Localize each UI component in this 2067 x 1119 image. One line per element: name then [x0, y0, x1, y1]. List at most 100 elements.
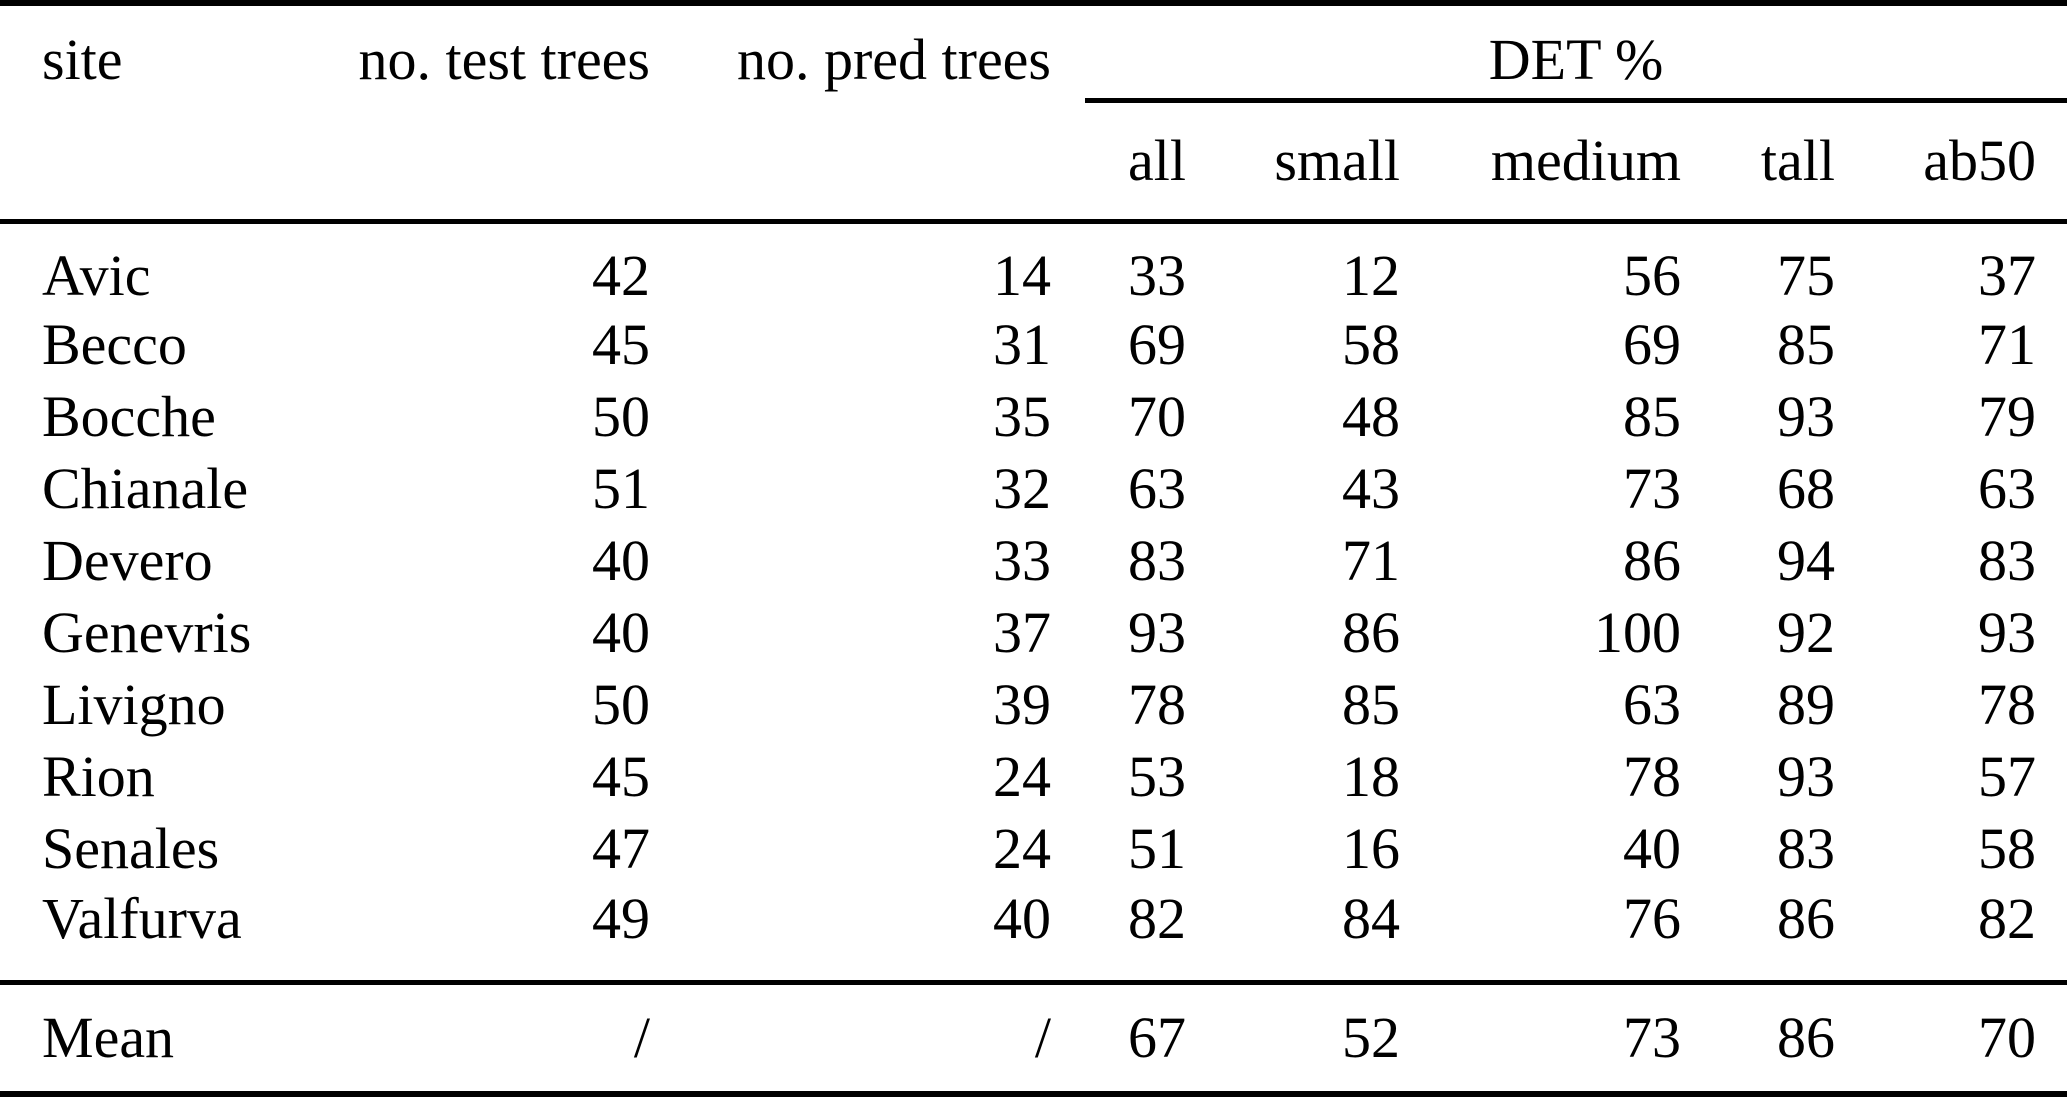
table-row: Valfurva 49 40 82 84 76 86 82 [0, 884, 2067, 985]
det-group-label: DET % [1488, 27, 1664, 92]
cell-det-tall: 75 [1777, 242, 1835, 308]
table-row: Chianale 51 32 63 43 73 68 63 [0, 453, 2067, 525]
col-header-pred-trees: no. pred trees [650, 0, 1057, 224]
cell-det-ab50: 37 [1978, 242, 2037, 308]
cell-det-small: 85 [1342, 672, 1400, 737]
table-row: Avic 42 14 33 12 56 75 37 [0, 221, 2067, 309]
cell-det-all: 51 [1128, 816, 1186, 881]
det-group-rule [1085, 98, 2067, 103]
cell-test-trees: 50 [592, 672, 650, 737]
cell-mean-test-trees: / [330, 982, 650, 1097]
cell-det-all: 70 [1128, 384, 1186, 449]
table-row: Bocche 50 35 70 48 85 93 79 [0, 381, 2067, 453]
cell-det-all: 93 [1128, 600, 1186, 665]
cell-site: Genevris [42, 600, 252, 665]
header-row-top: site no. test trees no. pred trees DET % [0, 0, 2067, 224]
cell-mean-label: Mean [0, 982, 330, 1097]
cell-pred-trees: 24 [993, 744, 1051, 809]
cell-det-all: 53 [1128, 744, 1186, 809]
cell-det-ab50: 93 [1978, 600, 2037, 665]
cell-det-tall: 89 [1777, 672, 1835, 737]
col-header-site: site [0, 0, 330, 224]
table-row: Senales 47 24 51 16 40 83 58 [0, 813, 2067, 885]
cell-mean-det-tall: 86 [1681, 982, 1835, 1097]
table-row: Genevris 40 37 93 86 100 92 93 [0, 597, 2067, 669]
cell-det-tall: 83 [1777, 816, 1835, 881]
table-body: Avic 42 14 33 12 56 75 37 Becco 45 31 69… [0, 221, 2067, 985]
cell-det-tall: 86 [1681, 884, 1835, 985]
cell-det-small: 18 [1342, 744, 1400, 809]
cell-pred-trees: 14 [993, 242, 1051, 308]
cell-det-ab50: 83 [1978, 528, 2037, 593]
cell-det-small: 48 [1342, 384, 1400, 449]
cell-det-ab50: 57 [1978, 744, 2037, 809]
col-header-all: all [1057, 103, 1186, 224]
mean-row: Mean / / 67 52 73 86 70 [0, 982, 2067, 1097]
cell-det-medium: 76 [1400, 884, 1681, 985]
table-header: site no. test trees no. pred trees DET %… [0, 0, 2067, 224]
cell-pred-trees: 24 [993, 816, 1051, 881]
cell-site: Livigno [42, 672, 226, 737]
cell-det-tall: 93 [1777, 744, 1835, 809]
cell-site: Bocche [42, 384, 216, 449]
cell-det-small: 58 [1342, 312, 1400, 377]
cell-pred-trees: 31 [993, 312, 1051, 377]
table-row: Devero 40 33 83 71 86 94 83 [0, 525, 2067, 597]
cell-det-small: 43 [1342, 456, 1400, 521]
cell-det-tall: 92 [1777, 600, 1835, 665]
cell-det-ab50: 71 [1978, 312, 2037, 377]
cell-site: Becco [42, 312, 187, 377]
cell-site: Senales [42, 816, 220, 881]
cell-det-all: 69 [1128, 312, 1186, 377]
cell-det-tall: 85 [1777, 312, 1835, 377]
cell-det-small: 86 [1342, 600, 1400, 665]
cell-test-trees: 45 [592, 744, 650, 809]
table-row: Livigno 50 39 78 85 63 89 78 [0, 669, 2067, 741]
cell-det-medium: 56 [1623, 242, 1681, 308]
col-header-small: small [1186, 103, 1400, 224]
cell-site: Chianale [42, 456, 249, 521]
cell-det-small: 84 [1186, 884, 1400, 985]
cell-mean-det-medium: 73 [1400, 982, 1681, 1097]
cell-det-medium: 100 [1594, 600, 1681, 665]
cell-pred-trees: 35 [993, 384, 1051, 449]
cell-pred-trees: 37 [993, 600, 1051, 665]
cell-site: Valfurva [0, 884, 330, 985]
cell-det-medium: 86 [1623, 528, 1681, 593]
col-group-header-det: DET % [1057, 0, 2067, 103]
cell-test-trees: 45 [592, 312, 650, 377]
cell-test-trees: 51 [592, 456, 650, 521]
cell-mean-det-small: 52 [1186, 982, 1400, 1097]
cell-det-tall: 68 [1777, 456, 1835, 521]
cell-det-tall: 93 [1777, 384, 1835, 449]
table-row: Rion 45 24 53 18 78 93 57 [0, 741, 2067, 813]
cell-mean-det-all: 67 [1057, 982, 1186, 1097]
cell-det-small: 71 [1342, 528, 1400, 593]
col-header-test-trees: no. test trees [330, 0, 650, 224]
cell-det-ab50: 63 [1978, 456, 2037, 521]
cell-test-trees: 42 [592, 242, 650, 308]
cell-site: Devero [42, 528, 213, 593]
cell-det-ab50: 58 [1978, 816, 2037, 881]
cell-pred-trees: 40 [650, 884, 1057, 985]
header-row-sub: all small medium tall ab50 [0, 103, 2067, 224]
col-header-tall: tall [1681, 103, 1835, 224]
cell-det-all: 63 [1128, 456, 1186, 521]
cell-pred-trees: 32 [993, 456, 1051, 521]
cell-det-medium: 78 [1623, 744, 1681, 809]
cell-det-medium: 85 [1623, 384, 1681, 449]
cell-test-trees: 40 [592, 600, 650, 665]
cell-test-trees: 50 [592, 384, 650, 449]
cell-det-all: 78 [1128, 672, 1186, 737]
table-footer: Mean / / 67 52 73 86 70 [0, 982, 2067, 1097]
cell-det-medium: 40 [1623, 816, 1681, 881]
cell-det-all: 82 [1057, 884, 1186, 985]
cell-det-ab50: 82 [1835, 884, 2067, 985]
cell-pred-trees: 33 [993, 528, 1051, 593]
cell-test-trees: 47 [592, 816, 650, 881]
cell-det-medium: 73 [1623, 456, 1681, 521]
cell-mean-det-ab50: 70 [1835, 982, 2067, 1097]
cell-det-tall: 94 [1777, 528, 1835, 593]
